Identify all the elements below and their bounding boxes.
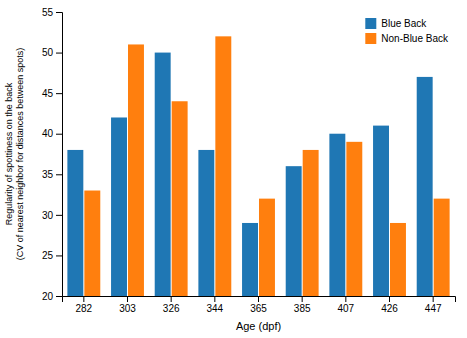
legend: Blue Back Non-Blue Back (365, 18, 449, 44)
legend-item: Blue Back (365, 18, 427, 29)
series (67, 53, 432, 296)
bar (242, 223, 258, 296)
x-tick-label: 303 (119, 303, 136, 314)
y-tick-mark (56, 53, 62, 54)
x-tick-mark (83, 296, 84, 302)
x-tick: 326 (163, 296, 180, 314)
x-tick-label: 385 (294, 303, 311, 314)
x-tick-label: 344 (206, 303, 223, 314)
x-tick: 385 (294, 296, 311, 314)
legend-item: Non-Blue Back (365, 33, 449, 44)
x-tick: 282 (75, 296, 92, 314)
x-tick-label: 326 (163, 303, 180, 314)
y-tick: 50 (42, 47, 62, 58)
x-tick-mark (258, 296, 259, 302)
x-axis-title: Age (dpf) (236, 320, 281, 332)
x-tick-label: 282 (75, 303, 92, 314)
bar (198, 150, 214, 296)
bar (128, 44, 144, 296)
y-axis-title-line: Regularity of spottiness on the back (4, 82, 14, 225)
y-axis: 20 25 30 35 40 45 50 55 (42, 7, 63, 302)
legend-swatch (365, 18, 376, 29)
y-tick-label: 40 (42, 128, 54, 139)
y-tick-mark (56, 134, 62, 135)
y-axis-line (56, 13, 63, 297)
y-tick-label: 50 (42, 47, 54, 58)
x-tick-mark (171, 296, 172, 302)
y-tick: 25 (42, 250, 62, 261)
y-axis-title: Regularity of spottiness on the back(CV … (4, 48, 25, 261)
x-tick-mark (127, 296, 128, 302)
bar (346, 142, 362, 296)
x-tick-mark (302, 296, 303, 302)
legend-swatch (365, 33, 376, 44)
x-tick: 303 (119, 296, 136, 314)
bar (84, 191, 100, 296)
bars (67, 36, 449, 296)
y-tick: 55 (42, 7, 62, 18)
y-tick-label: 35 (42, 169, 54, 180)
series (84, 36, 449, 296)
y-tick-mark (56, 174, 62, 175)
x-tick-label: 407 (337, 303, 354, 314)
x-tick-label: 365 (250, 303, 267, 314)
legend-label: Non-Blue Back (381, 33, 449, 44)
y-tick-label: 20 (42, 291, 54, 302)
y-tick-label: 45 (42, 88, 54, 99)
y-tick-mark (56, 12, 62, 13)
y-tick-mark (56, 215, 62, 216)
x-tick-mark (389, 296, 390, 302)
x-tick-mark (345, 296, 346, 302)
x-tick: 426 (381, 296, 398, 314)
y-axis-title-line: (CV of nearest neighbor for distances be… (15, 48, 25, 261)
x-tick: 365 (250, 296, 267, 314)
bar (303, 150, 319, 296)
x-tick-label: 447 (425, 303, 442, 314)
plot: 282 303 326 344 365 385 407 426 447 20 25 30 35 40 45 5… (42, 7, 456, 314)
bar (390, 223, 406, 296)
x-tick: 407 (337, 296, 354, 314)
y-tick: 20 (42, 291, 62, 302)
bar (373, 126, 389, 296)
bar (111, 117, 127, 296)
y-tick: 45 (42, 88, 62, 99)
x-tick-mark (433, 296, 434, 302)
bar (67, 150, 83, 296)
chart: 282 303 326 344 365 385 407 426 447 20 25 30 35 40 45 5… (0, 0, 467, 338)
bar (329, 134, 345, 296)
x-axis-line (63, 297, 456, 303)
y-tick-label: 55 (42, 7, 54, 18)
y-tick: 30 (42, 210, 62, 221)
x-tick-label: 426 (381, 303, 398, 314)
y-tick-label: 25 (42, 250, 54, 261)
bar (434, 199, 450, 296)
x-tick-mark (214, 296, 215, 302)
bar (286, 166, 302, 296)
legend-label: Blue Back (381, 18, 427, 29)
bar (215, 36, 231, 296)
y-tick: 40 (42, 128, 62, 139)
bar (172, 101, 188, 296)
y-tick-mark (56, 296, 62, 297)
x-tick: 344 (206, 296, 223, 314)
bar (155, 53, 171, 296)
y-tick-label: 30 (42, 210, 54, 221)
y-tick-mark (56, 255, 62, 256)
bar (417, 77, 433, 296)
x-axis: 282 303 326 344 365 385 407 426 447 (63, 296, 456, 314)
y-tick: 35 (42, 169, 62, 180)
bar (259, 199, 275, 296)
y-tick-mark (56, 93, 62, 94)
x-tick: 447 (425, 296, 442, 314)
